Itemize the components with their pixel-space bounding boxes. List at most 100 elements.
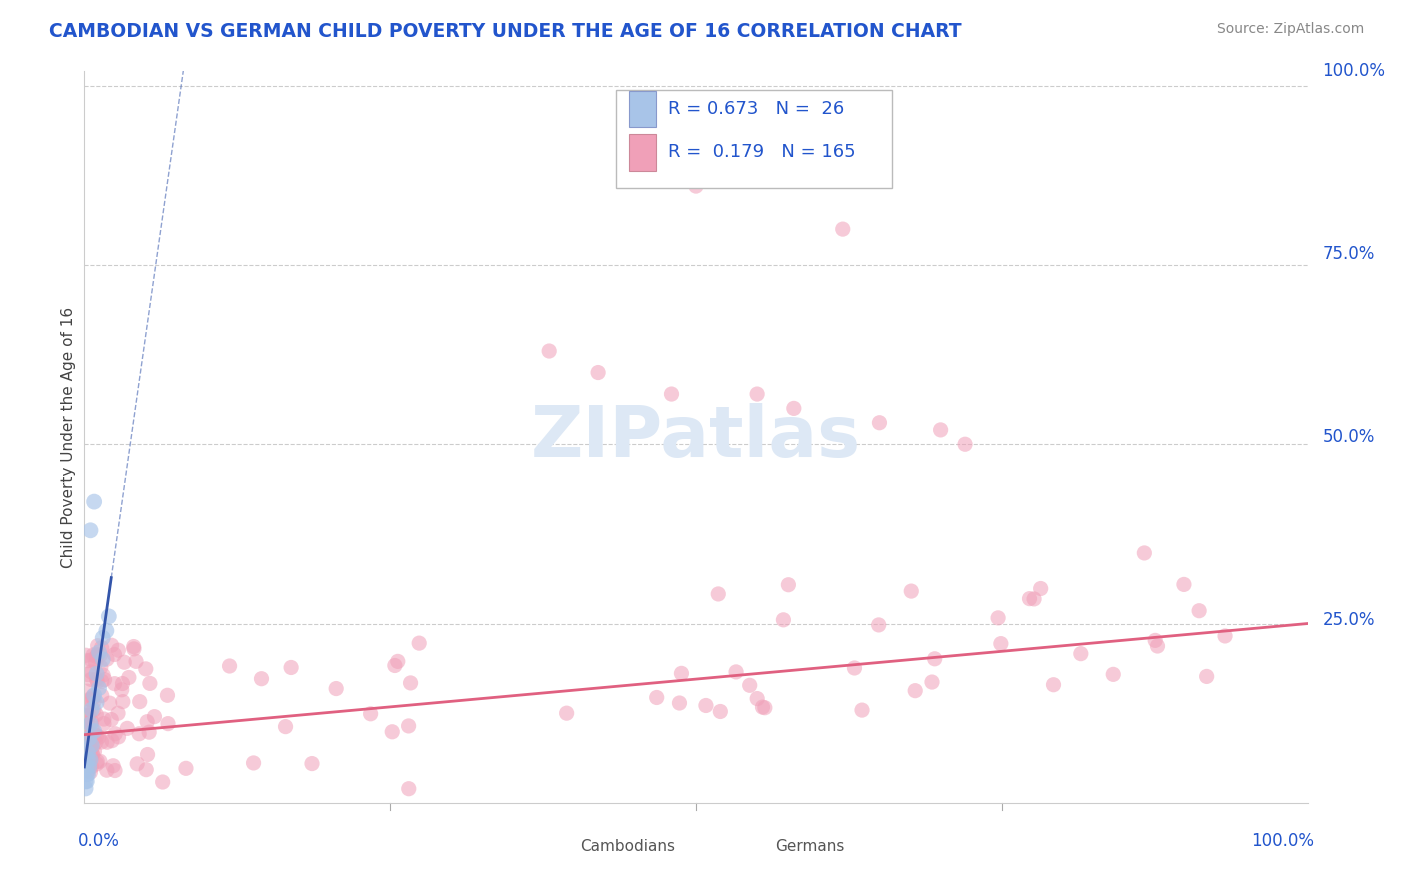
Text: Source: ZipAtlas.com: Source: ZipAtlas.com xyxy=(1216,22,1364,37)
Text: R = 0.673   N =  26: R = 0.673 N = 26 xyxy=(668,100,844,118)
Point xyxy=(83,744,105,758)
Text: 25.0%: 25.0% xyxy=(1322,611,1375,629)
Point xyxy=(80,738,103,752)
Point xyxy=(250,672,273,686)
Point xyxy=(156,688,179,702)
Point xyxy=(90,689,112,703)
Point xyxy=(83,688,105,702)
Point xyxy=(387,654,409,668)
Point xyxy=(1195,669,1218,683)
Text: 100.0%: 100.0% xyxy=(1251,832,1313,850)
Point xyxy=(831,222,853,236)
Point xyxy=(86,729,108,743)
Point xyxy=(381,724,404,739)
Point xyxy=(1144,633,1167,648)
Point xyxy=(80,714,103,729)
Point xyxy=(555,706,578,721)
Text: R =  0.179   N = 165: R = 0.179 N = 165 xyxy=(668,144,855,161)
Point xyxy=(87,730,110,744)
Point xyxy=(79,717,101,731)
Point xyxy=(107,643,129,657)
Point xyxy=(751,700,773,714)
Point xyxy=(325,681,347,696)
Point xyxy=(75,722,97,736)
Point xyxy=(156,716,179,731)
Point xyxy=(152,775,174,789)
Point xyxy=(77,760,100,774)
Point xyxy=(1018,591,1040,606)
Point xyxy=(1029,582,1052,596)
Point xyxy=(953,437,976,451)
Point xyxy=(242,756,264,770)
Point xyxy=(86,639,108,653)
Point xyxy=(1102,667,1125,681)
Point xyxy=(91,652,114,666)
Y-axis label: Child Poverty Under the Age of 16: Child Poverty Under the Age of 16 xyxy=(60,307,76,567)
Point xyxy=(399,676,422,690)
Point xyxy=(82,747,104,762)
Point xyxy=(75,764,97,778)
Text: Germans: Germans xyxy=(776,839,845,855)
Point xyxy=(90,660,112,674)
Point xyxy=(111,676,134,690)
Point xyxy=(76,667,98,681)
Point xyxy=(76,760,98,774)
Point xyxy=(96,624,118,638)
Point xyxy=(83,494,105,508)
Point xyxy=(76,654,98,668)
Point xyxy=(586,366,609,380)
Point xyxy=(218,659,240,673)
Point xyxy=(80,702,103,716)
Point xyxy=(75,737,97,751)
Point xyxy=(82,689,104,703)
Point xyxy=(87,681,110,695)
Point xyxy=(107,730,129,744)
Point xyxy=(91,631,114,645)
Point xyxy=(90,640,112,655)
Point xyxy=(77,718,100,732)
Point xyxy=(668,696,690,710)
Point xyxy=(76,764,98,779)
Point xyxy=(869,416,891,430)
Point xyxy=(111,695,134,709)
Bar xyxy=(628,134,655,170)
Point xyxy=(538,344,561,359)
Point xyxy=(101,758,124,772)
Point xyxy=(75,739,97,754)
Point xyxy=(900,584,922,599)
Point xyxy=(86,755,108,769)
Point xyxy=(90,735,112,749)
Point xyxy=(86,674,108,689)
Point xyxy=(127,756,149,771)
Text: CAMBODIAN VS GERMAN CHILD POVERTY UNDER THE AGE OF 16 CORRELATION CHART: CAMBODIAN VS GERMAN CHILD POVERTY UNDER … xyxy=(49,22,962,41)
Text: ZIPatlas: ZIPatlas xyxy=(531,402,860,472)
Point xyxy=(87,645,110,659)
Point xyxy=(83,703,105,717)
Point xyxy=(301,756,323,771)
Point xyxy=(80,748,103,763)
Point xyxy=(987,611,1010,625)
Text: 75.0%: 75.0% xyxy=(1322,245,1375,263)
Point xyxy=(75,723,97,737)
Bar xyxy=(628,91,655,128)
Point xyxy=(76,774,98,789)
Point xyxy=(1070,647,1092,661)
Point xyxy=(89,754,111,768)
Point xyxy=(75,706,97,720)
Point xyxy=(82,648,104,662)
Point xyxy=(695,698,717,713)
Point xyxy=(80,673,103,687)
Point xyxy=(868,618,890,632)
Point xyxy=(84,728,107,742)
Point xyxy=(139,676,162,690)
Point xyxy=(143,709,166,723)
Point xyxy=(80,760,103,774)
Point xyxy=(93,712,115,726)
Point xyxy=(274,720,297,734)
Point xyxy=(118,670,141,684)
Point xyxy=(75,708,97,723)
Point xyxy=(96,735,118,749)
Point xyxy=(136,747,159,762)
Point xyxy=(904,683,927,698)
Point xyxy=(89,648,111,662)
